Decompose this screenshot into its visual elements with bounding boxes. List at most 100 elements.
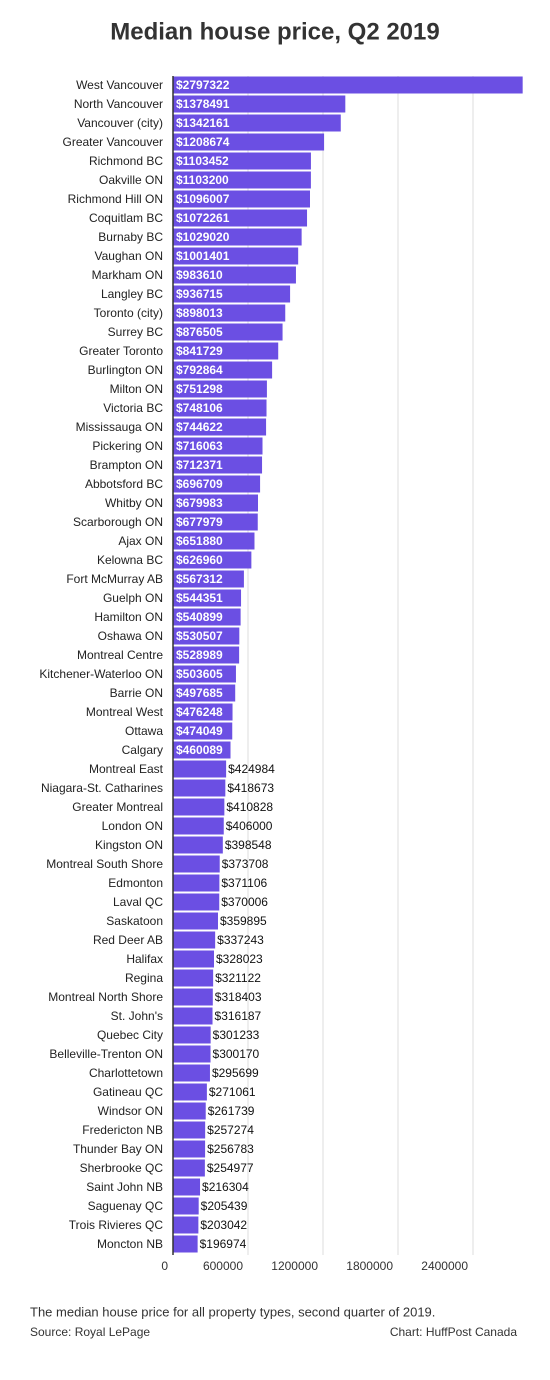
- bar: [173, 855, 220, 873]
- bar: [173, 703, 233, 721]
- value-label: $567312: [176, 572, 223, 586]
- value-label: $651880: [176, 534, 223, 548]
- value-label: $530507: [176, 629, 223, 643]
- y-tick-label: Brampton ON: [90, 458, 163, 472]
- bar: [173, 1235, 198, 1253]
- y-tick-label: Sherbrooke QC: [80, 1161, 164, 1175]
- bar: [173, 1102, 206, 1120]
- y-tick-label: London ON: [102, 819, 163, 833]
- y-tick-label: Kelowna BC: [97, 553, 163, 567]
- y-tick-label: Montreal Centre: [77, 648, 163, 662]
- bar: [173, 589, 242, 607]
- value-label: $196974: [200, 1237, 247, 1251]
- value-label: $1029020: [176, 230, 230, 244]
- bar: [173, 1178, 201, 1196]
- bar: [173, 665, 236, 683]
- value-label: $205439: [201, 1199, 248, 1213]
- value-label: $677979: [176, 515, 223, 529]
- value-label: $261739: [208, 1104, 255, 1118]
- y-tick-label: Markham ON: [92, 268, 163, 282]
- y-tick-label: Burnaby BC: [98, 230, 163, 244]
- y-tick-label: Richmond BC: [89, 154, 163, 168]
- bar: [173, 133, 325, 151]
- value-label: $876505: [176, 325, 223, 339]
- value-label: $716063: [176, 439, 223, 453]
- bar: [173, 266, 296, 284]
- y-tick-label: Oshawa ON: [98, 629, 163, 643]
- bar: [173, 532, 255, 550]
- value-label: $696709: [176, 477, 223, 491]
- y-tick-label: Thunder Bay ON: [73, 1142, 163, 1156]
- y-tick-label: Scarborough ON: [73, 515, 163, 529]
- bar: [173, 304, 286, 322]
- bar: [173, 1083, 207, 1101]
- y-tick-label: Fredericton NB: [82, 1123, 163, 1137]
- y-tick-label: Charlottetown: [89, 1066, 163, 1080]
- value-label: $544351: [176, 591, 223, 605]
- value-label: $328023: [216, 952, 263, 966]
- value-label: $792864: [176, 363, 223, 377]
- value-label: $679983: [176, 496, 223, 510]
- y-tick-label: North Vancouver: [74, 97, 163, 111]
- bar: [173, 114, 341, 132]
- value-label: $301233: [213, 1028, 260, 1042]
- bar: [173, 342, 279, 360]
- value-label: $257274: [207, 1123, 254, 1137]
- bar: [173, 798, 225, 816]
- bar: [173, 874, 220, 892]
- value-label: $476248: [176, 705, 223, 719]
- value-label: $1096007: [176, 192, 230, 206]
- y-tick-label: Langley BC: [101, 287, 163, 301]
- y-tick-label: Greater Toronto: [79, 344, 163, 358]
- value-label: $371106: [221, 876, 267, 890]
- y-tick-label: Kingston ON: [95, 838, 163, 852]
- bar: [173, 399, 267, 417]
- value-label: $898013: [176, 306, 223, 320]
- bar: [173, 380, 267, 398]
- y-tick-label: Moncton NB: [97, 1237, 163, 1251]
- bar: [173, 646, 240, 664]
- value-label: $254977: [207, 1161, 254, 1175]
- y-tick-label: Windsor ON: [98, 1104, 163, 1118]
- value-label: $936715: [176, 287, 223, 301]
- y-tick-label: Ottawa: [125, 724, 163, 738]
- bar: [173, 247, 299, 265]
- y-tick-label: Toronto (city): [94, 306, 163, 320]
- value-label: $1103452: [176, 154, 229, 168]
- bar: [173, 950, 215, 968]
- bar: [173, 722, 233, 740]
- y-tick-label: Burlington ON: [88, 363, 163, 377]
- y-tick-label: St. John's: [111, 1009, 163, 1023]
- value-label: $540899: [176, 610, 223, 624]
- value-label: $300170: [213, 1047, 260, 1061]
- bar: [173, 1121, 206, 1139]
- y-tick-label: Richmond Hill ON: [68, 192, 163, 206]
- value-label: $474049: [176, 724, 223, 738]
- y-tick-label: West Vancouver: [76, 78, 163, 92]
- y-tick-label: Saint John NB: [86, 1180, 163, 1194]
- bar: [173, 494, 258, 512]
- y-tick-label: Saguenay QC: [88, 1199, 164, 1213]
- y-tick-label: Surrey BC: [108, 325, 164, 339]
- y-tick-label: Edmonton: [108, 876, 163, 890]
- value-label: $1001401: [176, 249, 230, 263]
- bar: [173, 1216, 199, 1234]
- y-tick-label: Regina: [125, 971, 163, 985]
- value-label: $216304: [202, 1180, 249, 1194]
- y-tick-label: Quebec City: [97, 1028, 163, 1042]
- value-label: $373708: [222, 857, 269, 871]
- y-tick-label: Laval QC: [113, 895, 163, 909]
- y-tick-label: Belleville-Trenton ON: [49, 1047, 163, 1061]
- bar: [173, 570, 244, 588]
- x-tick-label: 0: [161, 1259, 168, 1273]
- bar: [173, 513, 258, 531]
- value-label: $406000: [226, 819, 273, 833]
- bar: [173, 608, 241, 626]
- y-tick-label: Kitchener-Waterloo ON: [39, 667, 163, 681]
- bar: [173, 1026, 211, 1044]
- y-tick-label: Barrie ON: [110, 686, 163, 700]
- bar: [173, 817, 224, 835]
- y-tick-label: Vancouver (city): [77, 116, 163, 130]
- y-tick-label: Gatineau QC: [93, 1085, 163, 1099]
